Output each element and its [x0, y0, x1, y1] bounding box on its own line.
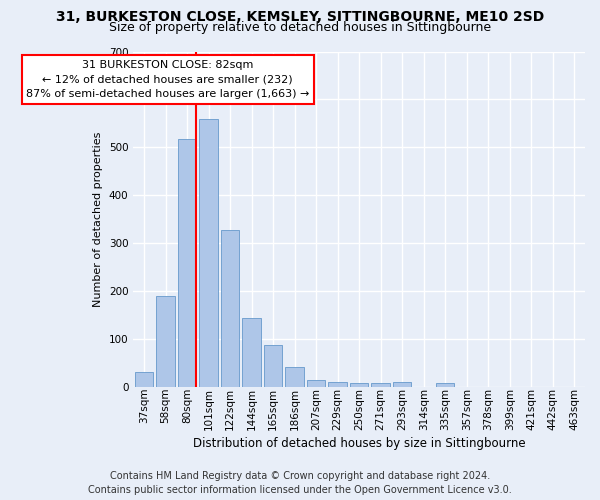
Bar [307, 380, 325, 386]
X-axis label: Distribution of detached houses by size in Sittingbourne: Distribution of detached houses by size … [193, 437, 526, 450]
Bar [436, 383, 454, 386]
Bar [178, 138, 196, 386]
Text: Contains HM Land Registry data © Crown copyright and database right 2024.
Contai: Contains HM Land Registry data © Crown c… [88, 471, 512, 495]
Bar [242, 318, 261, 386]
Y-axis label: Number of detached properties: Number of detached properties [93, 132, 103, 306]
Bar [286, 368, 304, 386]
Bar [371, 382, 390, 386]
Text: 31, BURKESTON CLOSE, KEMSLEY, SITTINGBOURNE, ME10 2SD: 31, BURKESTON CLOSE, KEMSLEY, SITTINGBOU… [56, 10, 544, 24]
Text: 31 BURKESTON CLOSE: 82sqm
← 12% of detached houses are smaller (232)
87% of semi: 31 BURKESTON CLOSE: 82sqm ← 12% of detac… [26, 60, 310, 99]
Bar [135, 372, 153, 386]
Bar [350, 382, 368, 386]
Bar [221, 230, 239, 386]
Bar [328, 382, 347, 386]
Bar [393, 382, 411, 386]
Bar [157, 296, 175, 386]
Bar [264, 345, 282, 387]
Bar [199, 118, 218, 386]
Text: Size of property relative to detached houses in Sittingbourne: Size of property relative to detached ho… [109, 21, 491, 34]
